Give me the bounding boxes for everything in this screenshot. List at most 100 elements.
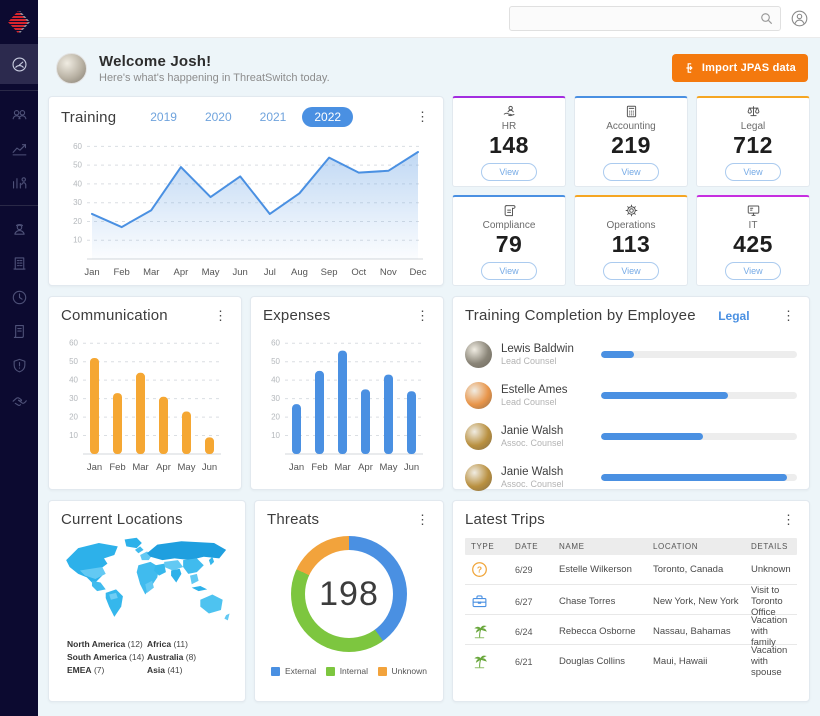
department-card-legal: Legal 712 View xyxy=(696,96,810,187)
svg-text:Feb: Feb xyxy=(109,462,125,473)
legend-swatch xyxy=(325,666,335,676)
search-box[interactable] xyxy=(509,6,781,31)
svg-text:Jun: Jun xyxy=(233,267,248,278)
sidebar-item-shield-alert[interactable] xyxy=(0,348,38,382)
svg-text:20: 20 xyxy=(69,413,78,422)
view-button[interactable]: View xyxy=(725,262,781,280)
svg-text:Mar: Mar xyxy=(334,462,350,473)
employee-avatar xyxy=(465,464,492,491)
department-count: 219 xyxy=(611,132,651,158)
view-button[interactable]: View xyxy=(725,163,781,181)
search-icon[interactable] xyxy=(760,12,773,25)
trips-table-header: TYPE DATE NAME LOCATION DETAILS xyxy=(465,538,797,555)
import-jpas-button[interactable]: Import JPAS data xyxy=(671,54,808,82)
department-label: HR xyxy=(501,121,517,132)
world-map xyxy=(61,534,233,631)
briefcase-icon xyxy=(471,593,515,610)
svg-text:Apr: Apr xyxy=(174,267,189,278)
communication-title: Communication xyxy=(61,307,168,324)
threats-legend: External Internal Unknown xyxy=(267,666,431,676)
tab-2022[interactable]: 2022 xyxy=(302,107,354,127)
expenses-kebab-menu-icon[interactable]: ⋮ xyxy=(416,307,429,323)
tab-2020[interactable]: 2020 xyxy=(204,110,232,124)
calculator-icon xyxy=(624,103,639,119)
sidebar-item-workforce[interactable] xyxy=(0,212,38,246)
sidebar-item-analytics[interactable] xyxy=(0,165,38,199)
user-account-icon[interactable] xyxy=(791,10,808,27)
trips-kebab-menu-icon[interactable]: ⋮ xyxy=(782,511,795,527)
import-button-label: Import JPAS data xyxy=(701,62,796,74)
location-legend-item: North America (12) xyxy=(67,639,143,649)
svg-text:Apr: Apr xyxy=(156,462,171,473)
trip-location: Toronto, Canada xyxy=(653,564,724,575)
training-year-tabs: 2019 2020 2021 2022 xyxy=(138,107,354,127)
training-kebab-menu-icon[interactable]: ⋮ xyxy=(416,109,429,124)
view-button[interactable]: View xyxy=(481,163,537,181)
col-details: DETAILS xyxy=(751,542,788,551)
locations-legend: North America (12) Africa (11) South Ameri… xyxy=(61,639,233,675)
completion-filter-link[interactable]: Legal xyxy=(718,308,750,323)
completion-title: Training Completion by Employee xyxy=(465,307,696,324)
trip-name: Douglas Collins xyxy=(559,656,626,667)
sidebar-item-building[interactable] xyxy=(0,246,38,280)
clock-icon xyxy=(11,289,28,306)
palm-tree-icon xyxy=(471,653,515,670)
user-avatar xyxy=(56,52,87,84)
location-legend-item: South America (14) xyxy=(67,652,145,662)
trip-row: 6/21 Douglas Collins Maui, Hawaii Vacati… xyxy=(465,645,797,678)
threatswitch-logo-icon[interactable] xyxy=(0,0,38,44)
col-location: LOCATION xyxy=(653,542,699,551)
svg-text:Feb: Feb xyxy=(311,462,327,473)
building-icon xyxy=(11,255,28,272)
employee-row: Janie Walsh Assoc. Counsel xyxy=(465,457,797,498)
locations-title: Current Locations xyxy=(61,511,183,528)
view-button[interactable]: View xyxy=(481,262,537,280)
dashboard-icon xyxy=(11,56,28,73)
trips-table: TYPE DATE NAME LOCATION DETAILS ? 6/29 E… xyxy=(465,538,797,678)
trip-location: Maui, Hawaii xyxy=(653,656,708,667)
threats-total: 198 xyxy=(319,574,379,613)
sidebar-item-trend-chart[interactable] xyxy=(0,131,38,165)
threats-kebab-menu-icon[interactable]: ⋮ xyxy=(416,511,429,527)
svg-text:Jul: Jul xyxy=(264,267,276,278)
sidebar-item-dashboard[interactable] xyxy=(0,44,38,84)
welcome-header: Welcome Josh! Here's what's happening in… xyxy=(48,45,810,91)
employee-name: Janie Walsh xyxy=(501,425,564,437)
workforce-icon xyxy=(11,221,28,238)
trip-date: 6/27 xyxy=(515,596,533,607)
svg-text:Apr: Apr xyxy=(358,462,373,473)
employee-row: Janie Walsh Assoc. Counsel xyxy=(465,416,797,457)
view-button[interactable]: View xyxy=(603,262,659,280)
sidebar-item-handshake[interactable] xyxy=(0,382,38,416)
department-count: 425 xyxy=(733,231,773,257)
sidebar-divider xyxy=(0,90,38,91)
legend-swatch xyxy=(271,666,280,676)
sidebar-item-document[interactable] xyxy=(0,314,38,348)
tab-2019[interactable]: 2019 xyxy=(150,110,177,124)
svg-text:May: May xyxy=(178,462,196,473)
threat-legend-item: Internal xyxy=(325,666,368,676)
expenses-card: Expenses ⋮ 10 20 30 40 50 60 Jan Feb Mar Apr May Ju… xyxy=(250,296,444,490)
employee-completion-list: Lewis Baldwin Lead Counsel Estelle Ames … xyxy=(465,334,797,498)
view-button[interactable]: View xyxy=(603,163,659,181)
trip-row: 6/27 Chase Torres New York, New York Vis… xyxy=(465,585,797,618)
completion-kebab-menu-icon[interactable]: ⋮ xyxy=(781,307,795,323)
svg-text:Jan: Jan xyxy=(84,267,99,278)
sidebar-item-users[interactable] xyxy=(0,97,38,131)
expenses-bar-chart: 10 20 30 40 50 60 Jan Feb Mar Apr May Jun xyxy=(263,326,431,479)
svg-text:40: 40 xyxy=(271,376,280,385)
tab-2021[interactable]: 2021 xyxy=(259,110,287,124)
svg-text:Mar: Mar xyxy=(132,462,148,473)
completion-progress-bar xyxy=(601,433,797,440)
svg-text:30: 30 xyxy=(73,198,82,207)
svg-text:10: 10 xyxy=(69,431,78,440)
trip-details: Visit to Toronto Office xyxy=(751,585,783,618)
shield-alert-icon xyxy=(11,357,28,374)
svg-text:40: 40 xyxy=(73,179,82,188)
department-stats-grid: HR 148 View Accounting 219 View Legal 71… xyxy=(452,96,810,286)
threats-card: Threats ⋮ 198 External Internal Unknown xyxy=(254,500,444,702)
sidebar-item-clock[interactable] xyxy=(0,280,38,314)
search-input[interactable] xyxy=(517,12,760,25)
department-label: Legal xyxy=(740,121,766,132)
communication-kebab-menu-icon[interactable]: ⋮ xyxy=(214,307,227,323)
